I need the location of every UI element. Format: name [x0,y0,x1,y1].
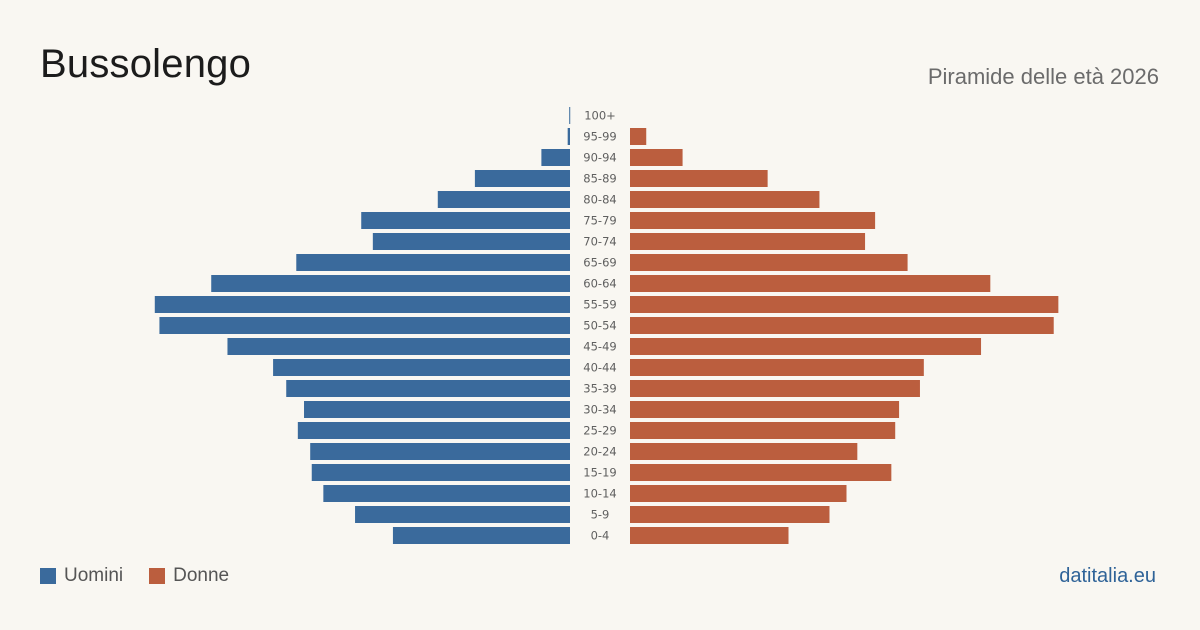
bar-women-85-89 [630,170,768,187]
bar-men-35-39 [286,380,570,397]
bar-men-65-69 [296,254,570,271]
bar-women-25-29 [630,422,896,439]
age-label-20-24: 20-24 [583,445,616,459]
bar-women-15-19 [630,464,892,481]
age-label-30-34: 30-34 [583,403,616,417]
bar-men-45-49 [227,338,570,355]
age-label-45-49: 45-49 [583,340,616,354]
bar-men-25-29 [297,422,570,439]
age-label-50-54: 50-54 [583,319,616,333]
legend-label-women: Donne [173,565,230,586]
bar-women-0-4 [630,527,789,544]
bar-women-70-74 [630,233,866,250]
bar-women-65-69 [630,254,908,271]
age-label-10-14: 10-14 [583,487,616,501]
bar-women-80-84 [630,191,820,208]
legend: Uomini Donne [40,565,255,587]
bar-men-95-99 [567,128,570,145]
bar-women-35-39 [630,380,920,397]
age-label-95-99: 95-99 [583,130,616,144]
legend-item-men: Uomini [40,565,123,587]
bar-men-90-94 [541,149,570,166]
bar-men-10-14 [323,485,570,502]
legend-label-men: Uomini [64,565,124,586]
age-label-85-89: 85-89 [583,172,616,186]
bar-men-0-4 [392,527,570,544]
bar-men-50-54 [159,317,570,334]
age-label-75-79: 75-79 [583,214,616,228]
bar-women-40-44 [630,359,924,376]
bar-women-5-9 [630,506,830,523]
bar-men-85-89 [474,170,570,187]
chart-title: Bussolengo [40,42,252,86]
bar-men-80-84 [437,191,570,208]
men-color-swatch [40,568,56,584]
bar-men-5-9 [355,506,570,523]
age-label-70-74: 70-74 [583,235,616,249]
bar-women-75-79 [630,212,876,229]
bar-men-15-19 [311,464,570,481]
bar-men-30-34 [304,401,570,418]
age-label-55-59: 55-59 [583,298,616,312]
age-label-40-44: 40-44 [583,361,616,375]
source-link[interactable]: datitalia.eu [1059,565,1156,587]
age-label-90-94: 90-94 [583,151,616,165]
age-label-0-4: 0-4 [591,529,610,543]
bar-women-10-14 [630,485,847,502]
bar-men-70-74 [372,233,570,250]
age-label-5-9: 5-9 [591,508,610,522]
bar-women-55-59 [630,296,1059,313]
legend-item-women: Donne [149,565,229,587]
bar-men-20-24 [310,443,570,460]
bar-men-60-64 [211,275,570,292]
age-label-15-19: 15-19 [583,466,616,480]
bar-women-90-94 [630,149,683,166]
age-label-80-84: 80-84 [583,193,616,207]
bar-women-45-49 [630,338,982,355]
women-color-swatch [149,568,166,584]
age-label-100plus: 100+ [584,109,616,123]
bar-women-60-64 [630,275,991,292]
bar-women-20-24 [630,443,858,460]
age-label-65-69: 65-69 [583,256,616,270]
age-label-60-64: 60-64 [583,277,616,291]
chart-subtitle: Piramide delle età 2026 [927,64,1159,89]
bar-men-55-59 [154,296,570,313]
age-label-35-39: 35-39 [583,382,616,396]
bar-women-30-34 [630,401,900,418]
bar-men-75-79 [361,212,570,229]
bar-men-100plus [569,107,571,124]
bar-men-40-44 [273,359,570,376]
bar-women-95-99 [630,128,647,145]
age-label-25-29: 25-29 [583,424,616,438]
bar-women-50-54 [630,317,1054,334]
